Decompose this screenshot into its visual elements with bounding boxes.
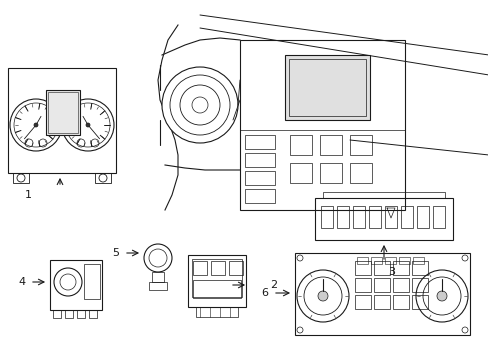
Circle shape [162,67,238,143]
Bar [193,261,206,275]
Bar [193,280,241,298]
Text: 3: 3 [387,267,395,277]
Bar [432,206,444,228]
Circle shape [10,99,62,151]
Circle shape [34,123,38,127]
Text: 1: 1 [24,190,31,200]
Bar [411,278,427,292]
Bar [244,171,274,185]
Bar [411,295,427,309]
Bar [392,278,408,292]
Bar [368,206,380,228]
Bar [370,257,381,264]
Bar [244,153,274,167]
Bar [384,257,395,264]
Bar [285,55,369,120]
Bar [320,206,332,228]
Bar [354,261,370,275]
Bar [8,68,116,173]
Bar [89,310,97,318]
Bar [398,257,409,264]
Bar [373,278,389,292]
Bar [356,257,367,264]
Circle shape [317,291,327,301]
Bar [228,261,243,275]
Bar [50,260,102,310]
Bar [400,206,412,228]
Bar [392,261,408,275]
Bar [48,92,78,133]
Bar [412,257,423,264]
Bar [354,278,370,292]
Text: 6: 6 [261,288,268,298]
Bar [349,135,371,155]
Bar [288,59,365,116]
Bar [411,261,427,275]
Bar [319,163,341,183]
Bar [349,163,371,183]
Circle shape [62,99,114,151]
Circle shape [436,291,446,301]
Text: 2: 2 [270,280,277,290]
Bar [46,90,80,135]
Bar [289,135,311,155]
Text: 4: 4 [19,277,25,287]
Bar [384,206,396,228]
Bar [373,261,389,275]
Circle shape [143,244,172,272]
Bar [314,198,452,240]
Circle shape [54,268,82,296]
Bar [354,295,370,309]
Bar [352,206,364,228]
Bar [196,307,238,317]
Bar [244,135,274,149]
Bar [65,310,73,318]
Bar [95,173,111,183]
Bar [244,189,274,203]
Circle shape [415,270,467,322]
Bar [53,310,61,318]
Bar [192,259,242,297]
Bar [392,295,408,309]
Circle shape [296,270,348,322]
Bar [289,163,311,183]
Bar [240,40,404,210]
Bar [319,135,341,155]
Bar [187,255,245,307]
Bar [13,173,29,183]
Bar [149,282,167,290]
Bar [373,295,389,309]
Bar [152,272,163,282]
Bar [77,310,85,318]
Bar [323,192,444,198]
Bar [294,253,469,335]
Text: 5: 5 [112,248,119,258]
Bar [84,264,100,299]
Circle shape [86,123,90,127]
Bar [336,206,348,228]
Bar [416,206,428,228]
Bar [210,261,224,275]
